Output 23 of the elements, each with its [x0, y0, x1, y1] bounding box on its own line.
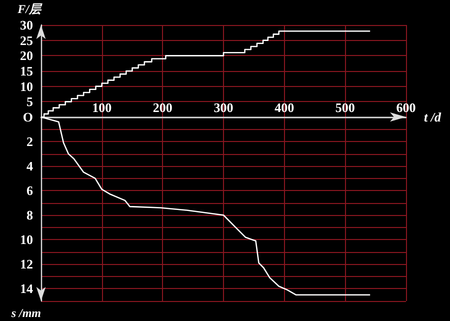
y-tick-label: O — [22, 110, 33, 124]
x-axis-title: t /d — [424, 110, 442, 124]
y-tick-label: 25 — [20, 32, 34, 48]
y-tick-label: 10 — [20, 78, 33, 94]
y-tick-label: 12 — [20, 256, 33, 272]
x-tick-label: 100 — [92, 100, 112, 115]
y-tick-label: 14 — [20, 281, 34, 296]
y-tick-label: 4 — [26, 158, 34, 174]
y-tick-label: 2 — [26, 134, 33, 150]
y-axis-title: F/层 — [16, 2, 43, 16]
x-tick-label: 500 — [335, 100, 355, 115]
y-tick-label: 15 — [20, 64, 34, 78]
y-tick-label: 30 — [20, 18, 33, 32]
y-tick-label: 6 — [26, 183, 34, 198]
x-tick-label: 200 — [152, 100, 172, 115]
y-tick-label: 20 — [20, 48, 33, 64]
x-tick-label: 600 — [396, 100, 416, 115]
y-tick-label: 10 — [20, 232, 33, 248]
y-tick-label: 8 — [26, 208, 34, 223]
y-tick-label: 5 — [26, 94, 34, 110]
x-tick-label: 400 — [274, 100, 294, 115]
y-axis-title: s /mm — [10, 306, 41, 320]
x-tick-label: 300 — [214, 100, 234, 115]
